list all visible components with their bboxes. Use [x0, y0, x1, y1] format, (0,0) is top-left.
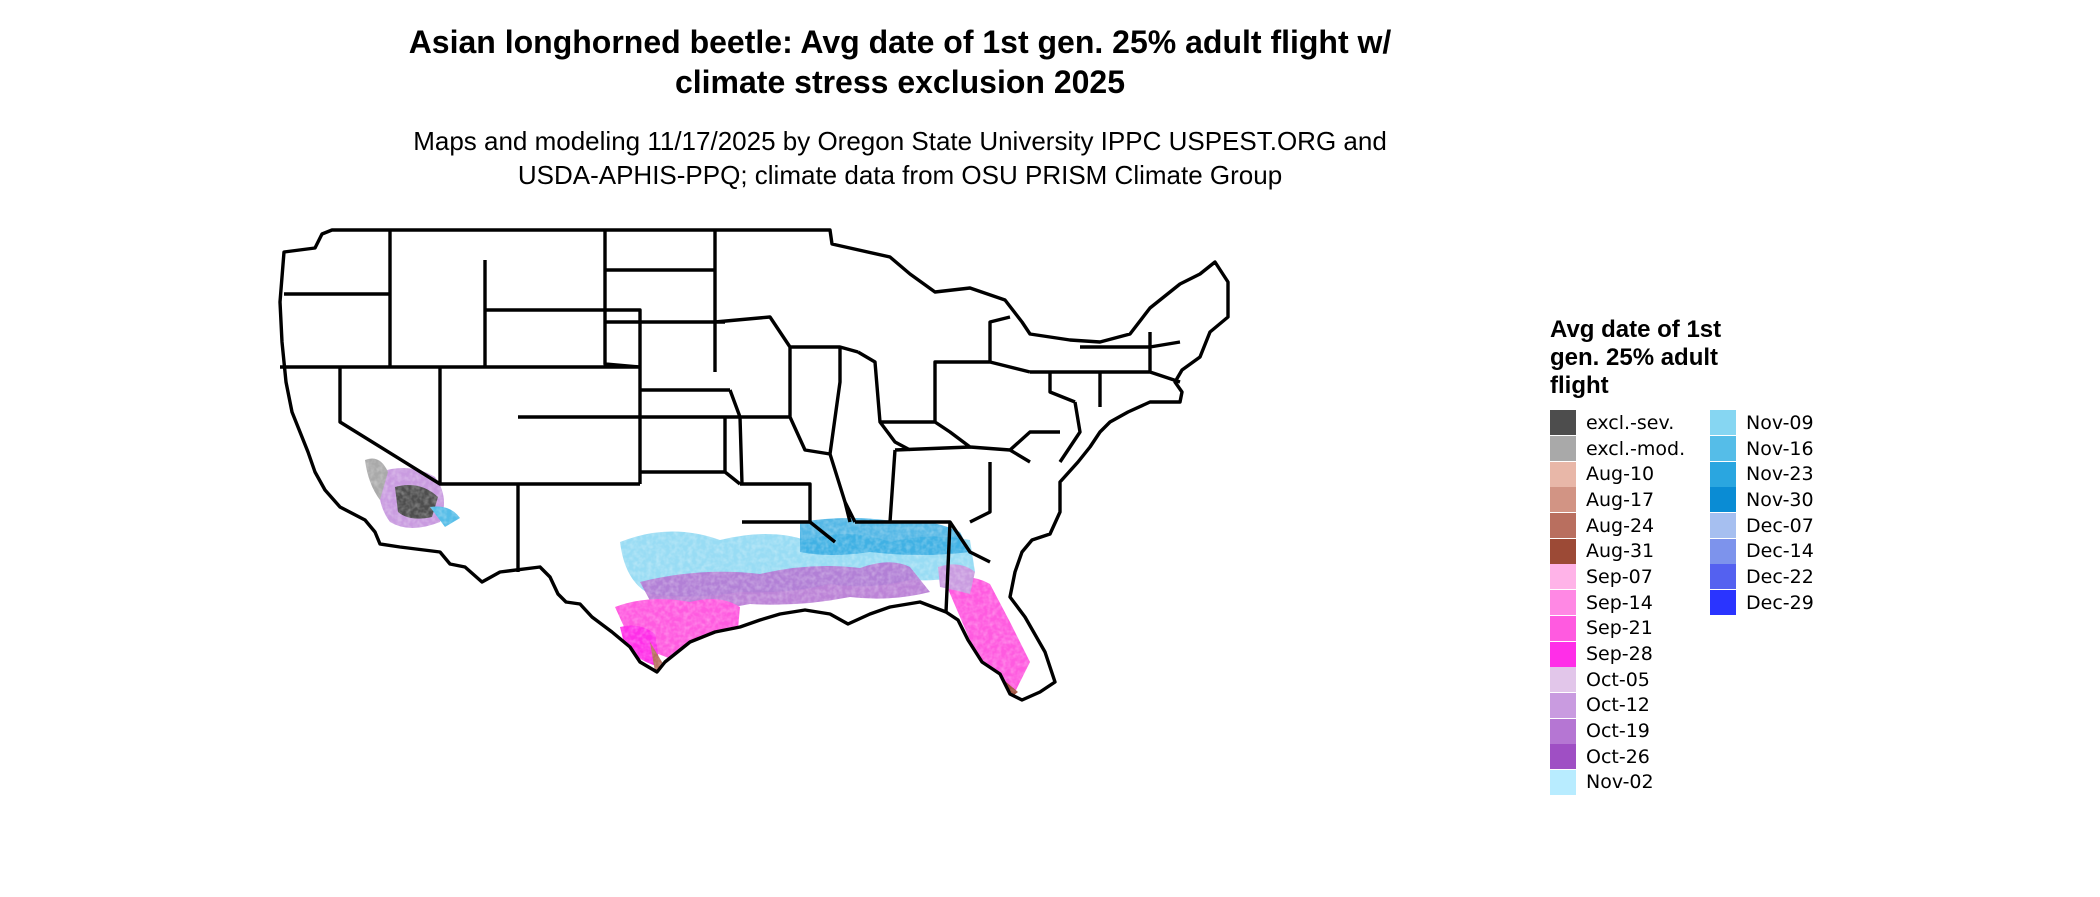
legend-swatch [1710, 461, 1736, 487]
legend-item: Aug-24 [1550, 513, 1710, 539]
legend-swatch [1550, 436, 1576, 462]
legend-label: Nov-09 [1746, 411, 1814, 434]
legend-item: Sep-14 [1550, 590, 1710, 616]
legend-item: Nov-16 [1710, 436, 1870, 462]
legend-label: Oct-12 [1586, 694, 1650, 717]
legend-label: Oct-19 [1586, 720, 1650, 743]
legend-swatch [1710, 564, 1736, 590]
legend-label: Aug-31 [1586, 540, 1655, 563]
legend-swatch [1550, 410, 1576, 436]
legend-item: Nov-23 [1710, 461, 1870, 487]
legend-swatch [1710, 436, 1736, 462]
legend-label: Nov-30 [1746, 488, 1814, 511]
map-subtitle-line-1: Maps and modeling 11/17/2025 by Oregon S… [413, 126, 1387, 156]
us-map [270, 222, 1570, 892]
legend-item: Aug-10 [1550, 461, 1710, 487]
legend-swatch [1710, 538, 1736, 564]
map-title-line-2: climate stress exclusion 2025 [674, 64, 1126, 100]
legend-item: Sep-21 [1550, 615, 1710, 642]
legend-label: Aug-10 [1586, 463, 1655, 486]
legend-item: Oct-05 [1550, 667, 1710, 693]
us-outline [278, 228, 1230, 702]
legend-title-line-1: Avg date of 1st [1550, 316, 1722, 343]
legend-item: excl.-sev. [1550, 410, 1710, 436]
legend-item: Dec-22 [1710, 564, 1870, 590]
legend-label: excl.-sev. [1586, 411, 1675, 434]
legend-column-1: excl.-sev. excl.-mod. Aug-10 Aug-17 Aug-24 Au… [1550, 410, 1710, 795]
legend-label: Dec-29 [1746, 591, 1814, 614]
legend-item: Nov-02 [1550, 769, 1710, 796]
legend-item: Dec-29 [1710, 590, 1870, 616]
legend-swatch [1550, 513, 1576, 539]
legend-item: Oct-12 [1550, 692, 1710, 719]
legend-item: Nov-30 [1710, 487, 1870, 513]
legend-item: Aug-17 [1550, 487, 1710, 513]
legend-swatch [1710, 513, 1736, 539]
map-subtitle: Maps and modeling 11/17/2025 by Oregon S… [0, 124, 1800, 192]
legend-swatch [1550, 744, 1576, 770]
legend-item: Dec-14 [1710, 538, 1870, 564]
legend-item: Dec-07 [1710, 513, 1870, 539]
texture-overlay [280, 230, 1228, 700]
legend-item: Sep-28 [1550, 641, 1710, 667]
legend-swatch [1550, 487, 1576, 513]
legend-swatch [1550, 461, 1576, 487]
legend-swatch [1550, 590, 1576, 616]
legend-swatch [1550, 718, 1576, 744]
legend-label: Sep-28 [1586, 643, 1653, 666]
legend-label: Sep-14 [1586, 591, 1653, 614]
legend-label: Nov-23 [1746, 463, 1814, 486]
legend-swatch [1550, 615, 1576, 641]
legend-title-line-2: gen. 25% adult [1550, 344, 1719, 371]
legend-label: Dec-07 [1746, 514, 1814, 537]
legend: Avg date of 1st gen. 25% adult flight ex… [1550, 316, 1970, 795]
legend-label: Nov-16 [1746, 437, 1814, 460]
legend-label: excl.-mod. [1586, 437, 1686, 460]
us-map-svg [278, 228, 1230, 702]
legend-label: Dec-22 [1746, 565, 1814, 588]
legend-swatch [1550, 692, 1576, 718]
legend-swatch [1550, 564, 1576, 590]
legend-label: Oct-05 [1586, 668, 1650, 691]
legend-title: Avg date of 1st gen. 25% adult flight [1550, 316, 1970, 400]
legend-label: Nov-02 [1586, 771, 1654, 794]
legend-item: Oct-26 [1550, 744, 1710, 770]
legend-item: Aug-31 [1550, 538, 1710, 564]
legend-label: Sep-21 [1586, 617, 1653, 640]
legend-swatch [1710, 487, 1736, 513]
legend-column-2: Nov-09 Nov-16 Nov-23 Nov-30 Dec-07 Dec-14 Dec-… [1710, 410, 1870, 795]
legend-swatch [1550, 769, 1576, 795]
legend-swatch [1710, 590, 1736, 616]
legend-item: excl.-mod. [1550, 436, 1710, 462]
legend-label: Aug-17 [1586, 488, 1655, 511]
legend-label: Aug-24 [1586, 514, 1655, 537]
map-subtitle-line-2: USDA-APHIS-PPQ; climate data from OSU PR… [517, 160, 1283, 190]
phenology-fill [280, 230, 1228, 700]
legend-item: Oct-19 [1550, 718, 1710, 744]
map-title: Asian longhorned beetle: Avg date of 1st… [0, 22, 1800, 102]
state-boundaries [278, 228, 1230, 702]
legend-title-line-3: flight [1550, 372, 1609, 399]
legend-item: Sep-07 [1550, 564, 1710, 590]
legend-label: Sep-07 [1586, 565, 1653, 588]
legend-swatch [1550, 667, 1576, 693]
legend-swatch [1550, 641, 1576, 667]
legend-label: Dec-14 [1746, 540, 1814, 563]
legend-swatch [1710, 410, 1736, 436]
map-title-line-1: Asian longhorned beetle: Avg date of 1st… [408, 24, 1392, 60]
legend-label: Oct-26 [1586, 745, 1650, 768]
legend-swatch [1550, 538, 1576, 564]
legend-item: Nov-09 [1710, 410, 1870, 436]
